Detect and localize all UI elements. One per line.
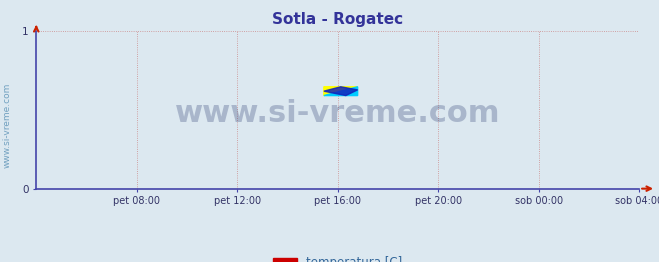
- Title: Sotla - Rogatec: Sotla - Rogatec: [272, 13, 403, 28]
- Polygon shape: [324, 87, 358, 96]
- Text: www.si-vreme.com: www.si-vreme.com: [175, 99, 500, 128]
- Polygon shape: [324, 87, 358, 96]
- Text: www.si-vreme.com: www.si-vreme.com: [3, 83, 12, 168]
- Legend: temperatura [C]: temperatura [C]: [268, 252, 407, 262]
- Polygon shape: [324, 87, 358, 96]
